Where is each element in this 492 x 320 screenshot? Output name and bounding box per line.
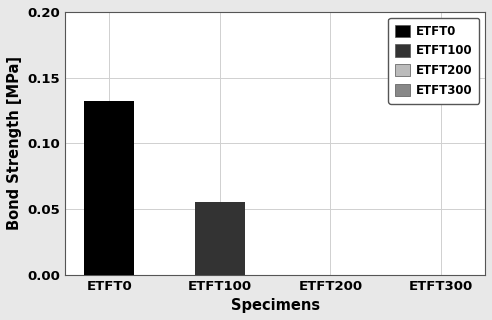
Y-axis label: Bond Strength [MPa]: Bond Strength [MPa] bbox=[7, 56, 22, 230]
Legend: ETFT0, ETFT100, ETFT200, ETFT300: ETFT0, ETFT100, ETFT200, ETFT300 bbox=[388, 18, 479, 104]
X-axis label: Specimens: Specimens bbox=[231, 298, 320, 313]
Bar bbox=[84, 101, 134, 275]
Bar bbox=[195, 202, 245, 275]
